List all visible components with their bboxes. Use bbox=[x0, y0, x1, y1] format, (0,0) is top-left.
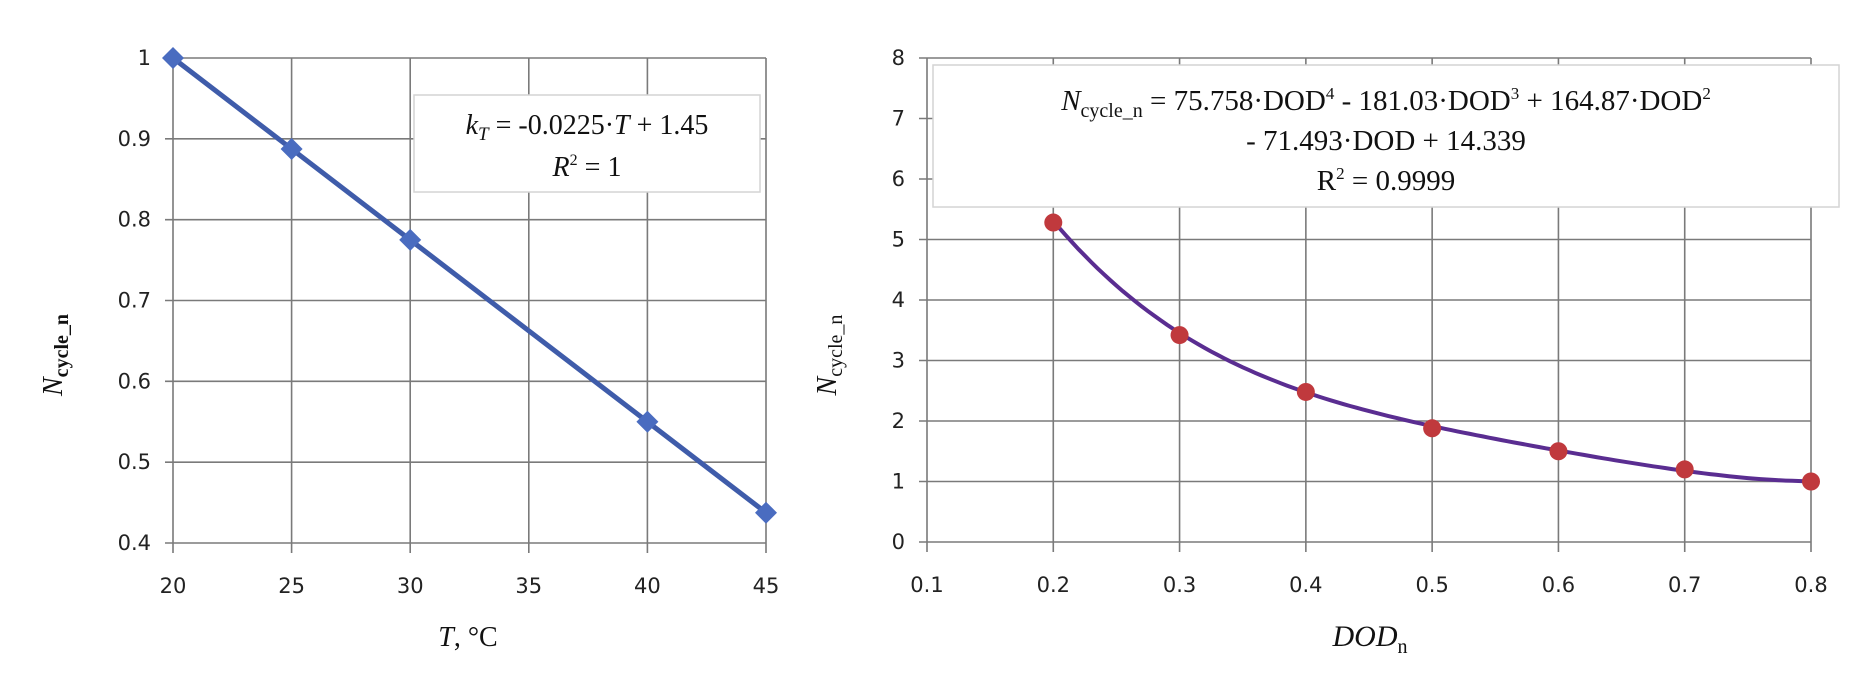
equation-box: Ncycle_n = 75.758·DOD4 - 181.03·DOD3 + 1… bbox=[932, 64, 1840, 208]
y-axis-label: Ncycle_n bbox=[38, 314, 73, 397]
data-point-circle bbox=[1170, 326, 1189, 345]
y-tick-label: 1 bbox=[138, 46, 151, 70]
y-tick-label: 0.9 bbox=[118, 127, 151, 151]
x-tick-label: 0.6 bbox=[1542, 573, 1575, 597]
equation-line-2: R2 = 1 bbox=[552, 152, 622, 183]
data-point-circle bbox=[1802, 472, 1820, 491]
y-tick-label: 0.8 bbox=[118, 208, 151, 232]
y-tick-label: 0.7 bbox=[118, 289, 151, 313]
x-tick-label: 35 bbox=[515, 574, 542, 598]
equation-box: kT = -0.0225·T + 1.45 R2 = 1 bbox=[413, 94, 761, 193]
x-tick-label: 30 bbox=[397, 574, 424, 598]
x-tick-label: 0.5 bbox=[1415, 573, 1448, 597]
equation-line-3: R2 = 0.9999 bbox=[1317, 164, 1455, 197]
y-tick-label: 0.4 bbox=[118, 531, 151, 555]
x-axis-label: DODn bbox=[1332, 620, 1408, 658]
y-tick-label: 5 bbox=[892, 228, 905, 252]
data-point-diamond bbox=[162, 47, 184, 69]
y-tick-label: 8 bbox=[892, 46, 905, 70]
x-tick-label: 0.7 bbox=[1668, 573, 1701, 597]
y-tick-label: 2 bbox=[892, 409, 905, 433]
y-axis-label: Ncycle_n bbox=[812, 315, 847, 397]
chart-dod: 0 1 2 3 4 5 6 7 8 0.1 0.2 0.3 0.4 0.5 0.6 0.7 0.8 Ncycle… bbox=[812, 46, 1840, 658]
y-tick-label: 0.5 bbox=[118, 450, 151, 474]
x-tick-label: 20 bbox=[160, 574, 187, 598]
y-tick-label: 0.6 bbox=[118, 369, 151, 393]
data-markers bbox=[162, 47, 777, 524]
chart-temperature: 0.4 0.5 0.6 0.7 0.8 0.9 1 20 25 30 35 40 45 kT = -0.… bbox=[38, 46, 779, 653]
x-tick-label: 0.4 bbox=[1289, 573, 1322, 597]
tick-labels: 0.4 0.5 0.6 0.7 0.8 0.9 1 20 25 30 35 40 45 bbox=[118, 46, 780, 598]
equation-line-1: kT = -0.0225·T + 1.45 bbox=[466, 110, 709, 145]
y-tick-label: 3 bbox=[892, 349, 905, 373]
x-tick-label: 0.2 bbox=[1037, 573, 1070, 597]
x-axis-label: T, °C bbox=[438, 622, 497, 653]
y-tick-label: 7 bbox=[892, 107, 905, 131]
y-tick-label: 0 bbox=[892, 530, 905, 554]
x-tick-label: 45 bbox=[753, 574, 780, 598]
x-tick-label: 40 bbox=[634, 574, 661, 598]
data-markers bbox=[1044, 213, 1820, 491]
data-point-circle bbox=[1296, 382, 1315, 401]
data-point-diamond bbox=[280, 137, 303, 160]
x-tick-label: 25 bbox=[278, 574, 305, 598]
data-point-diamond bbox=[399, 228, 422, 251]
data-point-circle bbox=[1044, 213, 1063, 232]
data-point-circle bbox=[1675, 460, 1694, 479]
data-point-circle bbox=[1423, 419, 1442, 438]
data-point-circle bbox=[1549, 442, 1568, 461]
data-point-diamond bbox=[755, 501, 777, 524]
y-tick-label: 4 bbox=[892, 288, 905, 312]
y-tick-label: 1 bbox=[892, 470, 905, 494]
x-tick-label: 0.8 bbox=[1794, 573, 1827, 597]
equation-line-1: Ncycle_n = 75.758·DOD4 - 181.03·DOD3 + 1… bbox=[1060, 84, 1711, 122]
x-tick-label: 0.3 bbox=[1163, 573, 1196, 597]
data-point-diamond bbox=[636, 410, 659, 433]
tick-labels: 0 1 2 3 4 5 6 7 8 0.1 0.2 0.3 0.4 0.5 0.6 0.7 0.8 bbox=[892, 46, 1828, 597]
equation-line-2: - 71.493·DOD + 14.339 bbox=[1246, 125, 1526, 157]
x-tick-label: 0.1 bbox=[910, 573, 943, 597]
y-tick-label: 6 bbox=[892, 167, 905, 191]
